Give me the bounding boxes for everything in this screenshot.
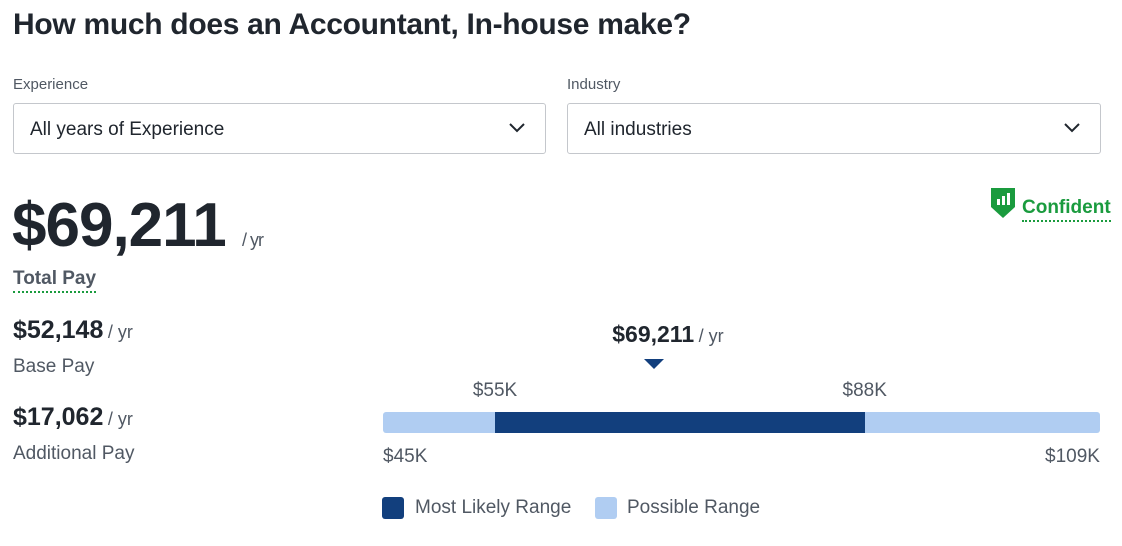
legend-swatch xyxy=(595,497,617,519)
range-label: $88K xyxy=(842,380,887,401)
total-pay: $69,211 / yr xyxy=(12,190,264,261)
confidence-icon xyxy=(991,188,1015,218)
pay-label: Additional Pay xyxy=(13,443,135,464)
confidence-label[interactable]: Confident xyxy=(1022,197,1111,222)
unit: / yr xyxy=(241,230,264,250)
chevron-icon xyxy=(509,123,525,133)
total-amount: $69,211 xyxy=(12,191,227,260)
additional-pay: $17,062 / yr xyxy=(13,403,133,432)
unit: / yr xyxy=(698,326,724,346)
median-marker xyxy=(644,359,665,369)
legend-label: Possible Range xyxy=(627,497,761,518)
median-label: $69,211 / yr xyxy=(612,321,723,348)
amount: $17,062 xyxy=(13,403,104,431)
legend-swatch xyxy=(382,497,404,519)
total-pay-label[interactable]: Total Pay xyxy=(13,268,97,293)
base-pay: $52,148 / yr xyxy=(13,316,133,345)
dropdown-value: All industries xyxy=(584,119,692,140)
likely-range-bar xyxy=(495,412,865,433)
amount: $52,148 xyxy=(13,316,104,344)
dropdown-value: All years of Experience xyxy=(30,119,225,140)
median-amount: $69,211 xyxy=(612,321,695,347)
industry-dropdown[interactable]: All industries xyxy=(567,103,1101,154)
page-title: How much does an Accountant, In-house ma… xyxy=(13,8,691,41)
legend-label: Most Likely Range xyxy=(415,497,572,518)
unit: / yr xyxy=(107,409,133,429)
range-label: $55K xyxy=(472,380,518,401)
range-label: $45K xyxy=(383,446,428,467)
experience-dropdown[interactable]: All years of Experience xyxy=(13,103,546,154)
unit: / yr xyxy=(107,322,133,342)
pay-label: Base Pay xyxy=(13,356,95,377)
filter-label: Experience xyxy=(13,76,89,93)
filter-label: Industry xyxy=(567,76,621,93)
range-label: $109K xyxy=(1045,446,1100,467)
chevron-icon xyxy=(1064,123,1080,133)
